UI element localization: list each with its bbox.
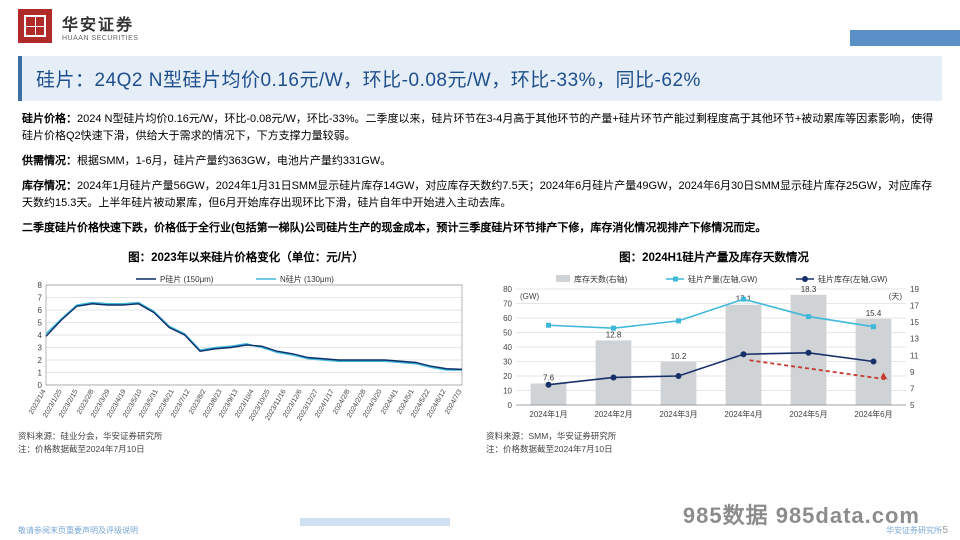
svg-text:19: 19 bbox=[910, 285, 919, 294]
svg-text:7: 7 bbox=[910, 385, 915, 394]
chart2-svg: 0 10 20 30 40 50 60 70 80 5 7 9 11 13 15 17 19 (GW) (天) 7.6… bbox=[486, 269, 936, 429]
footer-left: 敬请参阅末页重要声明及评级说明 bbox=[18, 525, 138, 536]
svg-text:50: 50 bbox=[503, 329, 512, 338]
svg-text:10: 10 bbox=[503, 387, 512, 396]
chart2-source2: 注：价格数据截至2024年7月10日 bbox=[486, 444, 942, 455]
chart-left: 图：2023年以来硅片价格变化（单位：元/片） 0123456782023/1/… bbox=[18, 249, 474, 455]
company-name-en: HUAAN SECURITIES bbox=[62, 35, 138, 42]
svg-text:30: 30 bbox=[503, 358, 512, 367]
p3-lead: 库存情况： bbox=[22, 180, 77, 192]
p1: 2024 N型硅片均价0.16元/W，环比-0.08元/W，环比-33%。二季度… bbox=[22, 113, 933, 142]
svg-text:12.8: 12.8 bbox=[606, 331, 622, 340]
chart-right: 图：2024H1硅片产量及库存天数情况 0 10 20 30 40 50 60 70 80 5 7 9… bbox=[486, 249, 942, 455]
company-name-cn: 华安证券 bbox=[62, 11, 138, 35]
svg-text:(天): (天) bbox=[889, 292, 903, 301]
p2: 根据SMM，1-6月，硅片产量约363GW，电池片产量约331GW。 bbox=[77, 155, 391, 167]
svg-text:7.6: 7.6 bbox=[543, 374, 555, 383]
page-title: 硅片：24Q2 N型硅片均价0.16元/W，环比-0.08元/W，环比-33%，… bbox=[18, 56, 942, 101]
chart1-source2: 注：价格数据截至2024年7月10日 bbox=[18, 444, 474, 455]
svg-text:硅片库存(左轴,GW): 硅片库存(左轴,GW) bbox=[818, 274, 888, 284]
svg-text:2024年1月: 2024年1月 bbox=[529, 409, 567, 419]
svg-text:13: 13 bbox=[910, 335, 919, 344]
p3: 2024年1月硅片产量56GW，2024年1月31日SMM显示硅片库存14GW，… bbox=[22, 180, 932, 209]
footer: 敬请参阅末页重要声明及评级说明 华安证券研究所 bbox=[0, 520, 960, 540]
svg-text:2: 2 bbox=[38, 356, 43, 365]
p4: 二季度硅片价格快速下跌，价格低于全行业(包括第一梯队)公司硅片生产的现金成本，预… bbox=[22, 220, 938, 237]
svg-text:7: 7 bbox=[38, 294, 43, 303]
svg-text:10.2: 10.2 bbox=[671, 352, 687, 361]
svg-text:15.4: 15.4 bbox=[866, 309, 882, 318]
svg-text:3: 3 bbox=[38, 344, 43, 353]
svg-text:15: 15 bbox=[910, 318, 919, 327]
svg-text:20: 20 bbox=[503, 372, 512, 381]
svg-text:6: 6 bbox=[38, 306, 43, 315]
svg-text:8: 8 bbox=[38, 281, 43, 290]
svg-text:11: 11 bbox=[910, 352, 919, 361]
svg-text:5: 5 bbox=[38, 319, 43, 328]
footer-right: 华安证券研究所 bbox=[886, 525, 942, 536]
svg-text:80: 80 bbox=[503, 285, 512, 294]
svg-text:P硅片 (150μm): P硅片 (150μm) bbox=[160, 274, 214, 284]
charts-row: 图：2023年以来硅片价格变化（单位：元/片） 0123456782023/1/… bbox=[0, 245, 960, 455]
svg-text:18.3: 18.3 bbox=[801, 285, 817, 294]
logo-text: 华安证券 HUAAN SECURITIES bbox=[62, 11, 138, 42]
chart1-svg: 0123456782023/1/42023/1/252023/2/152023/… bbox=[18, 269, 468, 429]
svg-text:2024年5月: 2024年5月 bbox=[789, 409, 827, 419]
svg-text:60: 60 bbox=[503, 314, 512, 323]
svg-text:4: 4 bbox=[38, 331, 43, 340]
svg-text:40: 40 bbox=[503, 343, 512, 352]
svg-text:N硅片 (130μm): N硅片 (130μm) bbox=[280, 274, 334, 284]
svg-text:9: 9 bbox=[910, 368, 915, 377]
logo-icon bbox=[18, 9, 52, 43]
svg-text:2024年4月: 2024年4月 bbox=[724, 409, 762, 419]
svg-text:2024年2月: 2024年2月 bbox=[594, 409, 632, 419]
p2-lead: 供需情况： bbox=[22, 155, 77, 167]
svg-text:2024年3月: 2024年3月 bbox=[659, 409, 697, 419]
svg-text:(GW): (GW) bbox=[520, 292, 539, 301]
chart1-source1: 资料来源：硅业分会，华安证券研究所 bbox=[18, 431, 474, 442]
svg-text:1: 1 bbox=[38, 369, 43, 378]
svg-text:0: 0 bbox=[508, 401, 513, 410]
header-accent-bar bbox=[850, 30, 960, 46]
svg-text:70: 70 bbox=[503, 300, 512, 309]
svg-text:5: 5 bbox=[910, 401, 915, 410]
svg-text:硅片产量(左轴,GW): 硅片产量(左轴,GW) bbox=[688, 274, 758, 284]
header: 华安证券 HUAAN SECURITIES bbox=[0, 0, 960, 52]
body-text: 硅片价格：2024 N型硅片均价0.16元/W，环比-0.08元/W，环比-33… bbox=[0, 111, 960, 237]
chart2-title: 图：2024H1硅片产量及库存天数情况 bbox=[486, 249, 942, 265]
svg-text:17: 17 bbox=[910, 302, 919, 311]
svg-text:2024年6月: 2024年6月 bbox=[854, 409, 892, 419]
svg-text:库存天数(右轴): 库存天数(右轴) bbox=[574, 274, 628, 284]
chart2-source1: 资料来源：SMM，华安证券研究所 bbox=[486, 431, 942, 442]
p1-lead: 硅片价格： bbox=[22, 113, 77, 125]
chart1-title: 图：2023年以来硅片价格变化（单位：元/片） bbox=[18, 249, 474, 265]
